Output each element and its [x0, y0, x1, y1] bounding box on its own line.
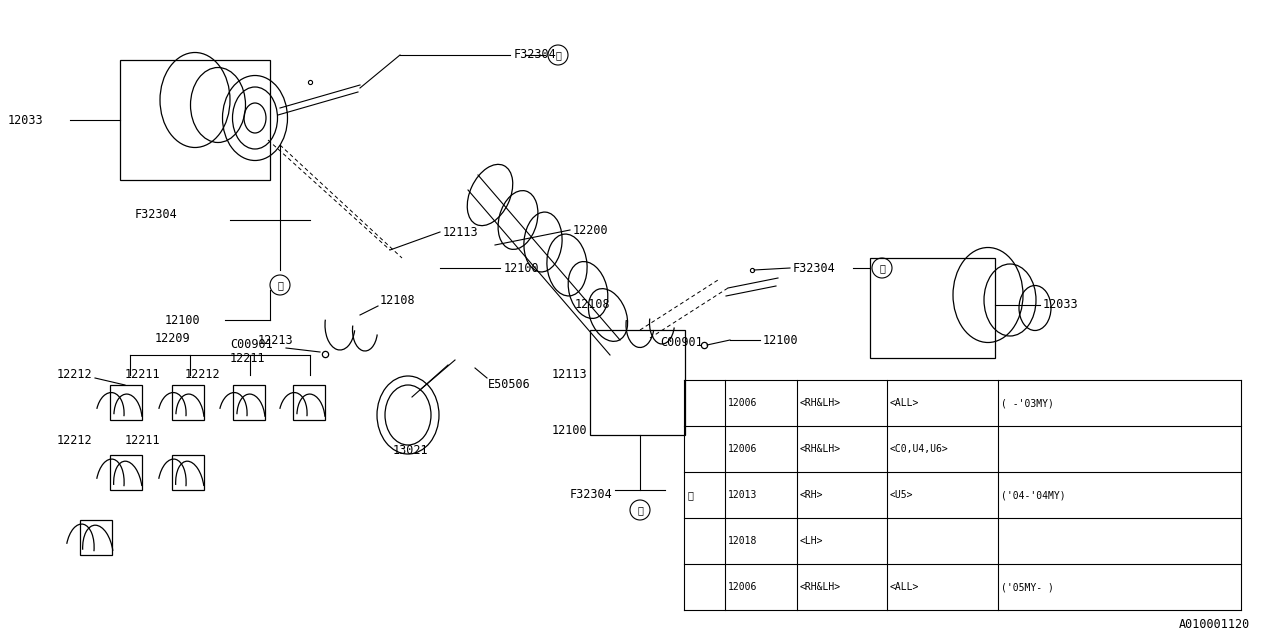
Text: 12018: 12018	[728, 536, 758, 546]
Text: 12212: 12212	[186, 369, 220, 381]
Text: <RH&LH>: <RH&LH>	[800, 582, 841, 592]
Bar	[233, 385, 265, 420]
Text: A010001120: A010001120	[1179, 618, 1251, 632]
Text: ('05MY- ): ('05MY- )	[1001, 582, 1053, 592]
Text: 12006: 12006	[728, 444, 758, 454]
Text: ①: ①	[276, 280, 283, 290]
Text: 12209: 12209	[155, 332, 191, 344]
Bar	[590, 330, 685, 435]
Text: 12033: 12033	[1043, 298, 1079, 312]
Text: 12211: 12211	[125, 433, 160, 447]
Text: ①: ①	[637, 505, 643, 515]
Text: <ALL>: <ALL>	[890, 398, 919, 408]
Text: 12100: 12100	[504, 262, 540, 275]
Bar	[293, 385, 325, 420]
Text: 13021: 13021	[393, 444, 429, 456]
Bar	[120, 60, 270, 180]
Text: 12211: 12211	[230, 351, 266, 365]
Text: 12212: 12212	[58, 369, 92, 381]
Bar	[79, 520, 113, 555]
Text: C00901: C00901	[230, 339, 273, 351]
Text: F32304: F32304	[570, 488, 613, 502]
Text: <RH&LH>: <RH&LH>	[800, 398, 841, 408]
Bar	[110, 455, 142, 490]
Bar	[172, 455, 204, 490]
Text: 12200: 12200	[573, 223, 608, 237]
Text: C00901: C00901	[660, 335, 703, 349]
Text: 12100: 12100	[165, 314, 201, 326]
Text: 12113: 12113	[443, 225, 479, 239]
Text: 12113: 12113	[552, 369, 588, 381]
Text: <LH>: <LH>	[800, 536, 823, 546]
Text: E50506: E50506	[488, 378, 531, 392]
Text: ①: ①	[687, 490, 692, 500]
Text: 12213: 12213	[259, 333, 293, 346]
Text: 12100: 12100	[763, 333, 799, 346]
Text: ①: ①	[556, 50, 561, 60]
Text: ( -'03MY): ( -'03MY)	[1001, 398, 1053, 408]
Text: 12006: 12006	[728, 582, 758, 592]
Text: 12100: 12100	[552, 424, 588, 436]
Text: F32304: F32304	[794, 262, 836, 275]
Text: F32304: F32304	[134, 209, 178, 221]
Bar	[172, 385, 204, 420]
Text: <C0,U4,U6>: <C0,U4,U6>	[890, 444, 948, 454]
Text: 12212: 12212	[58, 433, 92, 447]
Text: 12006: 12006	[728, 398, 758, 408]
Text: 12033: 12033	[8, 113, 44, 127]
Text: <U5>: <U5>	[890, 490, 914, 500]
Text: 12211: 12211	[125, 369, 160, 381]
Text: ('04-'04MY): ('04-'04MY)	[1001, 490, 1066, 500]
Bar	[110, 385, 142, 420]
Text: <ALL>: <ALL>	[890, 582, 919, 592]
Bar	[870, 258, 995, 358]
Text: 12108: 12108	[380, 294, 416, 307]
Text: 12108: 12108	[575, 298, 611, 312]
Text: F32304: F32304	[515, 49, 557, 61]
Text: ①: ①	[879, 263, 884, 273]
Text: <RH>: <RH>	[800, 490, 823, 500]
Text: 12013: 12013	[728, 490, 758, 500]
Text: <RH&LH>: <RH&LH>	[800, 444, 841, 454]
